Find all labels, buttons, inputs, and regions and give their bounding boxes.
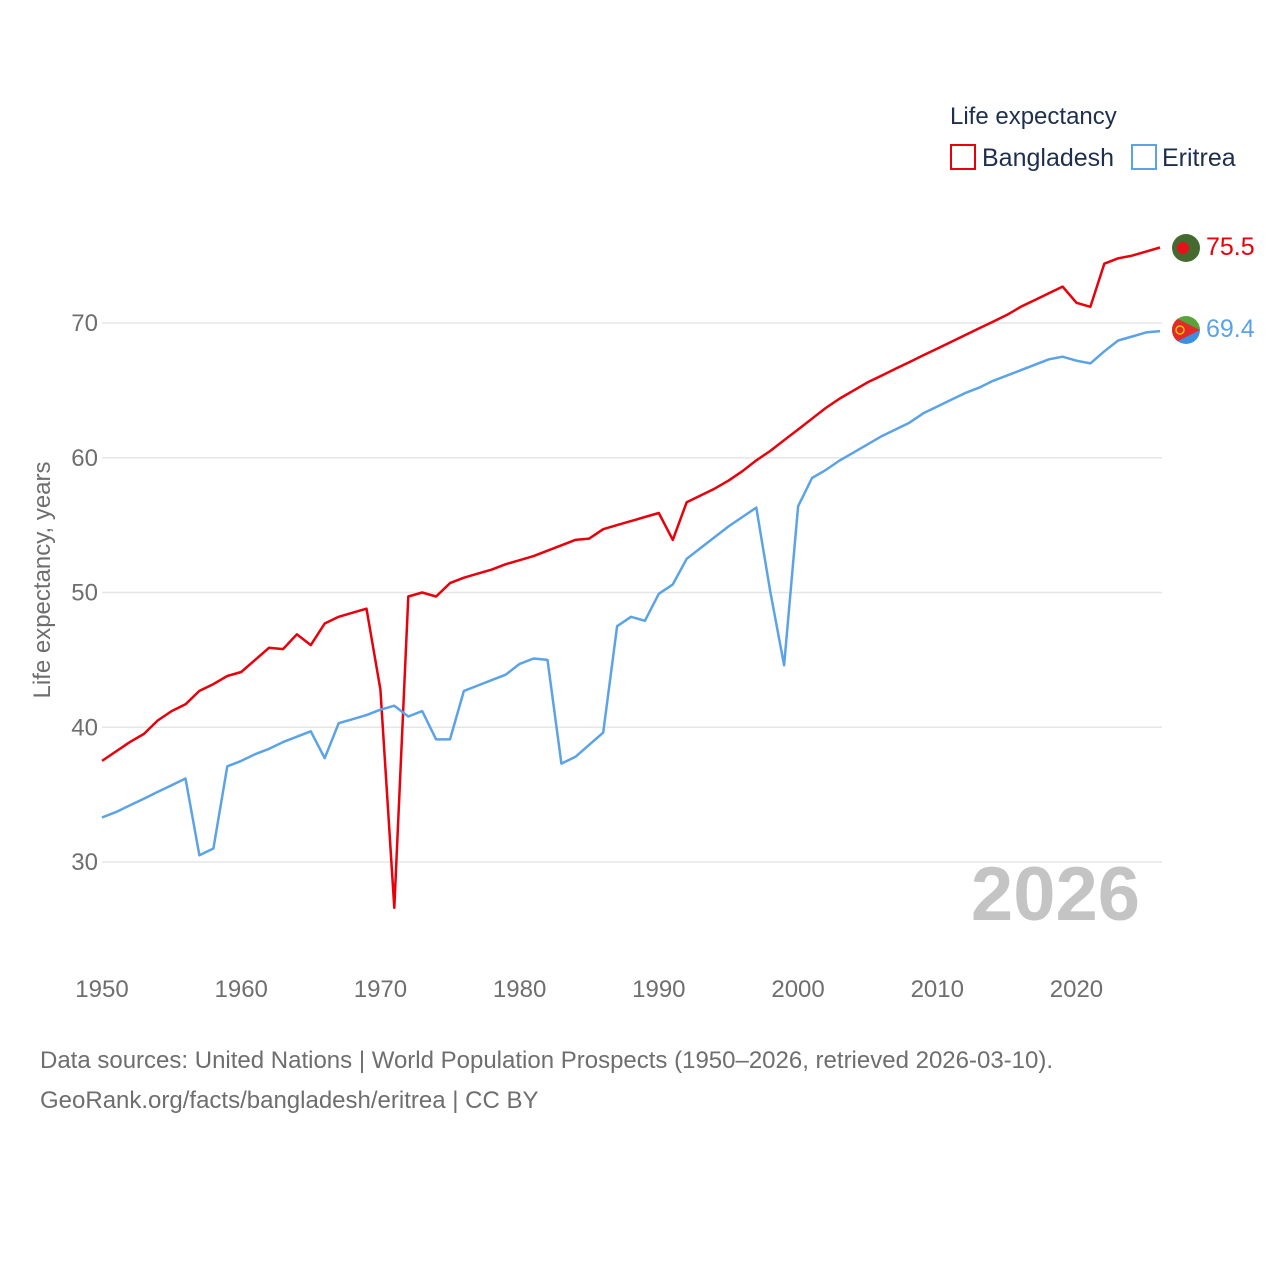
x-axis-ticks: 1950 1960 1970 1980 1990 2000 2010 2020 [75,976,1103,1003]
y-tick-label: 40 [71,714,98,741]
legend-label-eritrea: Eritrea [1162,144,1236,172]
current-year-watermark: 2026 [971,852,1140,937]
legend-swatch-bangladesh [950,144,976,170]
legend: Life expectancy Bangladesh Eritrea [950,103,1236,172]
x-tick-label: 2020 [1050,976,1103,1003]
data-source-text: Data sources: United Nations | World Pop… [40,1047,1053,1074]
credit-link[interactable]: GeoRank.org/facts/bangladesh/eritrea | C… [40,1087,539,1114]
y-axis-ticks: 30 40 50 60 70 [71,310,98,876]
end-marker-eritrea[interactable]: 69.4 [1172,315,1255,344]
y-tick-label: 30 [71,849,98,876]
legend-swatch-eritrea [1131,144,1157,170]
series-lines [101,246,1161,910]
legend-title: Life expectancy [950,103,1117,130]
y-tick-label: 70 [71,310,98,337]
y-tick-label: 50 [71,580,98,607]
legend-label-bangladesh: Bangladesh [982,144,1114,172]
x-tick-label: 1950 [75,976,128,1003]
end-marker-bangladesh[interactable]: 75.5 [1172,233,1255,262]
eritrea-flag-icon [1172,316,1200,344]
grid-lines [102,322,1162,863]
x-tick-label: 1980 [493,976,546,1003]
end-label-eritrea: 69.4 [1206,315,1255,343]
series-line-bangladesh[interactable] [101,246,1161,910]
y-axis-title: Life expectancy, years [29,461,56,698]
x-tick-label: 1990 [632,976,685,1003]
bangladesh-flag-icon [1172,234,1200,262]
legend-item-bangladesh[interactable]: Bangladesh [950,144,1114,172]
series-line-eritrea[interactable] [101,329,1161,857]
legend-item-eritrea[interactable]: Eritrea [1131,144,1236,172]
x-tick-label: 2010 [911,976,964,1003]
y-tick-label: 60 [71,445,98,472]
end-label-bangladesh: 75.5 [1206,233,1255,261]
x-tick-label: 1960 [215,976,268,1003]
x-tick-label: 1970 [354,976,407,1003]
x-tick-label: 2000 [771,976,824,1003]
